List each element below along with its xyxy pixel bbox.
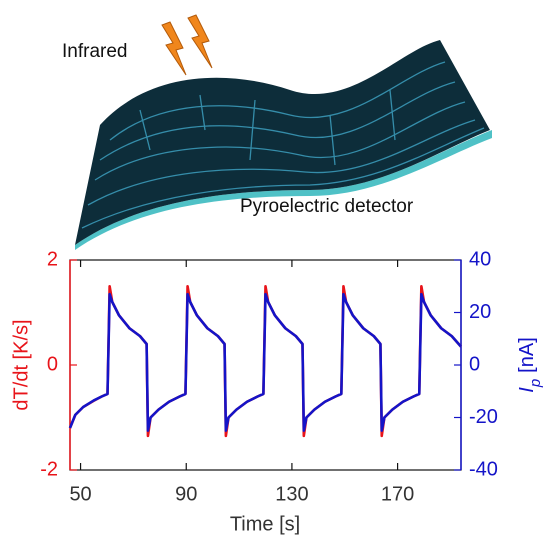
y2-tick-label: -40 — [469, 458, 498, 480]
x-tick-label: 50 — [69, 483, 91, 505]
x-tick-label: 90 — [175, 483, 197, 505]
detector-illustration: Infrared Pyroelectric detector — [62, 14, 492, 250]
x-tick-label: 170 — [381, 483, 414, 505]
x-tick-label: 130 — [275, 483, 308, 505]
y-tick-label: 2 — [47, 248, 58, 270]
y2-tick-label: 0 — [469, 353, 480, 375]
circuit-lines — [81, 61, 485, 229]
y2-axis-label: Ip [nA] — [516, 337, 544, 392]
y2-tick-label: 20 — [469, 301, 491, 323]
data-line — [68, 292, 462, 432]
lightning-bolt — [161, 21, 187, 76]
y2-label-symbol: I — [516, 387, 538, 393]
x-axis-label: Time [s] — [230, 513, 300, 535]
annotation: Pyroelectric detector — [240, 196, 414, 217]
y-tick-label: 0 — [47, 353, 58, 375]
y-axis-label: dT/dt [K/s] — [10, 319, 32, 410]
y2-tick-label: 40 — [469, 248, 491, 270]
y2-tick-label: -20 — [469, 406, 498, 428]
y-tick-label: -2 — [40, 458, 58, 480]
lightning-bolt — [187, 14, 213, 69]
y2-label-subscript: p — [527, 379, 544, 388]
y2-label-unit: [nA] — [516, 337, 538, 373]
annotation: Infrared — [62, 41, 127, 62]
